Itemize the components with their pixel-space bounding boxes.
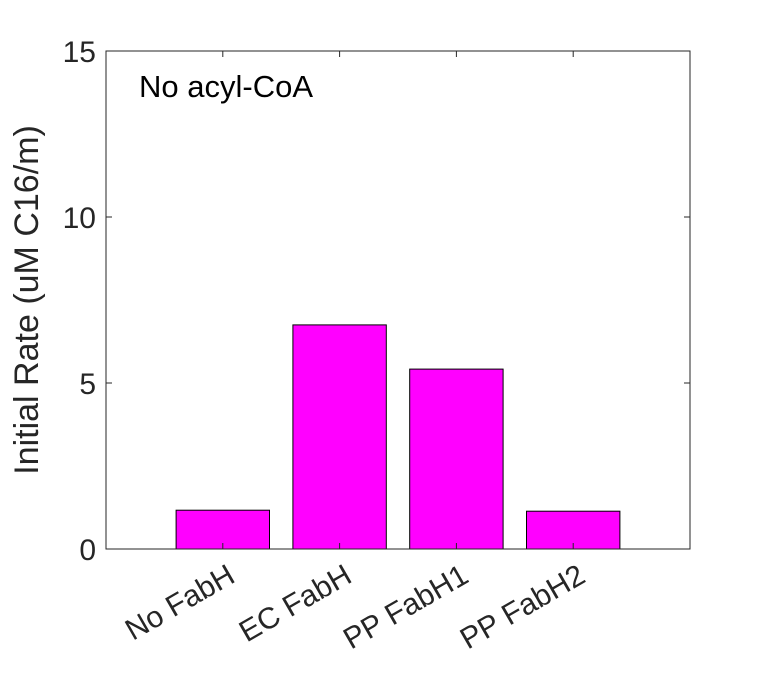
bar-pp-fabh1 bbox=[409, 368, 504, 550]
plot-area bbox=[106, 51, 690, 549]
x-tick-label-pp-fabh1: PP FabH1 bbox=[338, 558, 474, 656]
x-tick-label-no-fabh: No FabH bbox=[120, 558, 240, 647]
x-tick-label-pp-fabh2: PP FabH2 bbox=[455, 558, 591, 656]
y-tick-label-0: 0 bbox=[79, 534, 96, 567]
bar-no-fabh bbox=[175, 509, 271, 550]
x-tick-label-ec-fabh: EC FabH bbox=[234, 558, 357, 648]
y-tick-label-15: 15 bbox=[63, 36, 96, 69]
axes-box bbox=[105, 50, 691, 550]
bars-group bbox=[175, 324, 621, 550]
bar-pp-fabh2 bbox=[526, 510, 621, 550]
y-axis-ticks: 0 5 10 15 bbox=[63, 36, 690, 567]
bar-ec-fabh bbox=[292, 324, 387, 550]
annotation-no-acyl-coa: No acyl-CoA bbox=[139, 69, 313, 104]
y-axis-label: Initial Rate (uM C16/m) bbox=[8, 125, 46, 475]
y-tick-label-10: 10 bbox=[63, 202, 96, 235]
y-tick-label-5: 5 bbox=[79, 368, 96, 401]
